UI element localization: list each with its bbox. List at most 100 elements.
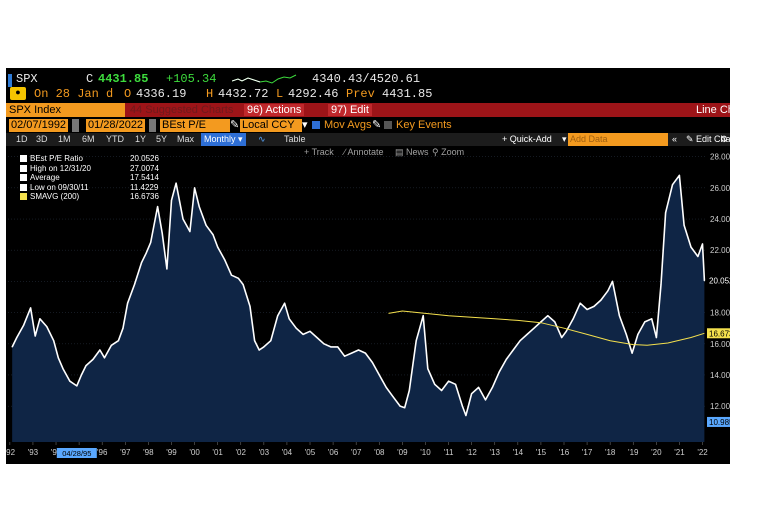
key-events-checkbox[interactable] bbox=[384, 121, 392, 129]
x-tick-label: '12 bbox=[466, 448, 477, 457]
x-tick-label: '21 bbox=[674, 448, 685, 457]
x-tick-label: '00 bbox=[189, 448, 200, 457]
table-button[interactable]: Table bbox=[284, 134, 306, 144]
period-1d[interactable]: 1D bbox=[16, 134, 28, 144]
legend-value: 17.5414 bbox=[130, 173, 159, 182]
annotate-tool[interactable]: ∕ Annotate bbox=[344, 147, 384, 157]
legend-item: BEst P/E Ratio 20.0526 bbox=[20, 154, 159, 164]
frequency-label: Monthly bbox=[204, 134, 236, 144]
period-1y[interactable]: 1Y bbox=[135, 134, 147, 144]
date-label: On 28 Jan d bbox=[34, 87, 114, 101]
period-max[interactable]: Max bbox=[177, 134, 195, 144]
x-tick-label: '09 bbox=[397, 448, 408, 457]
currency-select[interactable]: Local CCY bbox=[240, 119, 302, 132]
low-value: 4292.46 bbox=[288, 87, 339, 101]
legend-item: High on 12/31/20 27.0074 bbox=[20, 163, 159, 174]
x-tick-label: '19 bbox=[628, 448, 639, 457]
calendar-icon[interactable] bbox=[149, 119, 156, 132]
news-tool[interactable]: ▤ News bbox=[395, 147, 429, 158]
legend-swatch bbox=[20, 164, 27, 172]
ticker[interactable]: SPX bbox=[16, 72, 38, 86]
controls-row: 02/07/1992 01/28/2022 BEst P/E ✎ Local C… bbox=[6, 119, 730, 132]
period-row: 1D 3D 1M 6M YTD 1Y 5Y Max Monthly ▾ ∿ Ta… bbox=[6, 133, 730, 146]
legend-value: 11.4229 bbox=[130, 182, 159, 192]
x-tick-label: '14 bbox=[513, 448, 524, 457]
tools-row: + Track ∕ Annotate ▤ News ⚲ Zoom bbox=[6, 147, 730, 159]
pencil-icon[interactable]: ✎ bbox=[686, 134, 694, 144]
crosshair-icon: + bbox=[304, 147, 310, 157]
x-tick-label: '11 bbox=[444, 448, 454, 457]
collapse-icon[interactable]: « bbox=[672, 134, 678, 144]
x-tick-label: '22 bbox=[697, 448, 708, 457]
legend: BEst P/E Ratio 20.0526 High on 12/31/20 27… bbox=[20, 154, 159, 202]
crosshair-date-box bbox=[56, 448, 97, 458]
x-tick-label: '99 bbox=[166, 448, 177, 457]
security-field[interactable]: SPX Index bbox=[6, 103, 125, 117]
period-1m[interactable]: 1M bbox=[58, 134, 71, 144]
alert-icon[interactable]: ● bbox=[10, 87, 26, 100]
x-tick-label: '06 bbox=[328, 448, 339, 457]
quote-row: SPX C 4431.85 +105.34 4340.43/4520.61 bbox=[6, 72, 730, 87]
x-tick-label: '18 bbox=[605, 448, 616, 457]
menu-bar: SPX Index 44 Suggested Charts 96) Action… bbox=[6, 103, 730, 117]
x-tick-label: '96 bbox=[97, 448, 108, 457]
y-tick-label: 14.0000 bbox=[710, 371, 730, 380]
zoom-tool[interactable]: ⚲ Zoom bbox=[432, 147, 464, 158]
frequency-select[interactable]: Monthly ▾ bbox=[201, 133, 246, 146]
legend-item: Low on 09/30/11 11.4229 bbox=[20, 183, 158, 193]
pencil-icon[interactable]: ✎ bbox=[372, 119, 382, 131]
x-tick-label: '13 bbox=[490, 448, 501, 457]
dropdown-chevron-icon[interactable]: ▾ bbox=[562, 134, 567, 144]
legend-value: 20.0526 bbox=[130, 154, 159, 163]
open-value: 4336.19 bbox=[136, 87, 187, 101]
track-label: Track bbox=[311, 147, 334, 157]
key-events-label[interactable]: Key Events bbox=[396, 119, 452, 131]
field-select[interactable]: BEst P/E bbox=[160, 119, 230, 132]
suggested-charts[interactable]: 44 Suggested Charts bbox=[130, 104, 234, 116]
chart-type-icon[interactable]: ∿ bbox=[258, 134, 266, 144]
x-tick-label: '02 bbox=[236, 448, 247, 457]
x-tick-label: '07 bbox=[351, 448, 362, 457]
smavg-line bbox=[388, 310, 705, 346]
high-value: 4432.72 bbox=[218, 87, 269, 101]
x-tick-label: '93 bbox=[28, 448, 39, 457]
period-ytd[interactable]: YTD bbox=[106, 134, 124, 144]
settings-gear-icon[interactable]: ⚙ bbox=[720, 134, 729, 144]
period-3d[interactable]: 3D bbox=[36, 134, 48, 144]
calendar-icon[interactable] bbox=[72, 119, 79, 132]
open-label: O bbox=[124, 87, 132, 101]
start-date-input[interactable]: 02/07/1992 bbox=[9, 119, 69, 132]
pencil-icon[interactable]: ✎ bbox=[230, 119, 240, 131]
value-label: 10.9856 bbox=[709, 418, 730, 427]
legend-item: Average 17.5414 bbox=[20, 173, 159, 183]
track-tool[interactable]: + Track bbox=[304, 147, 334, 157]
legend-swatch bbox=[20, 183, 27, 191]
value-label: 16.6736 bbox=[709, 329, 730, 338]
prev-label: Prev bbox=[346, 87, 375, 101]
actions-menu[interactable]: 96) Actions bbox=[244, 104, 305, 116]
period-6m[interactable]: 6M bbox=[82, 134, 95, 144]
pe-ratio-chart[interactable]: 12.000014.000016.000018.000020.000022.00… bbox=[6, 148, 730, 464]
edit-chart-button[interactable]: Edit Chart bbox=[696, 134, 730, 144]
end-date-input[interactable]: 01/28/2022 bbox=[86, 119, 146, 132]
pe-area bbox=[12, 175, 705, 442]
mov-avgs-checkbox[interactable] bbox=[312, 121, 320, 129]
period-5y[interactable]: 5Y bbox=[156, 134, 168, 144]
x-tick-label: '01 bbox=[212, 448, 223, 457]
high-label: H bbox=[206, 87, 214, 101]
series-lines bbox=[11, 174, 706, 417]
mov-avgs-label[interactable]: Mov Avgs bbox=[324, 119, 372, 131]
dropdown-chevron-icon[interactable]: ▾ bbox=[302, 119, 308, 131]
low-label: L bbox=[276, 87, 284, 101]
edit-menu[interactable]: 97) Edit bbox=[328, 104, 372, 116]
y-tick-label: 22.0000 bbox=[710, 246, 730, 255]
sparkline-icon bbox=[232, 74, 297, 84]
y-tick-label: 12.0000 bbox=[710, 402, 730, 411]
value-labels: 20.0526 16.6736 10.9856 bbox=[707, 275, 730, 427]
value-label: 20.0526 bbox=[709, 277, 730, 286]
quick-add-button[interactable]: + Quick-Add bbox=[502, 134, 552, 144]
close-prefix: C bbox=[86, 72, 94, 86]
add-data-input[interactable]: Add Data bbox=[568, 133, 668, 146]
legend-label: High on 12/31/20 bbox=[30, 163, 91, 173]
annotate-icon: ∕ bbox=[344, 147, 346, 157]
